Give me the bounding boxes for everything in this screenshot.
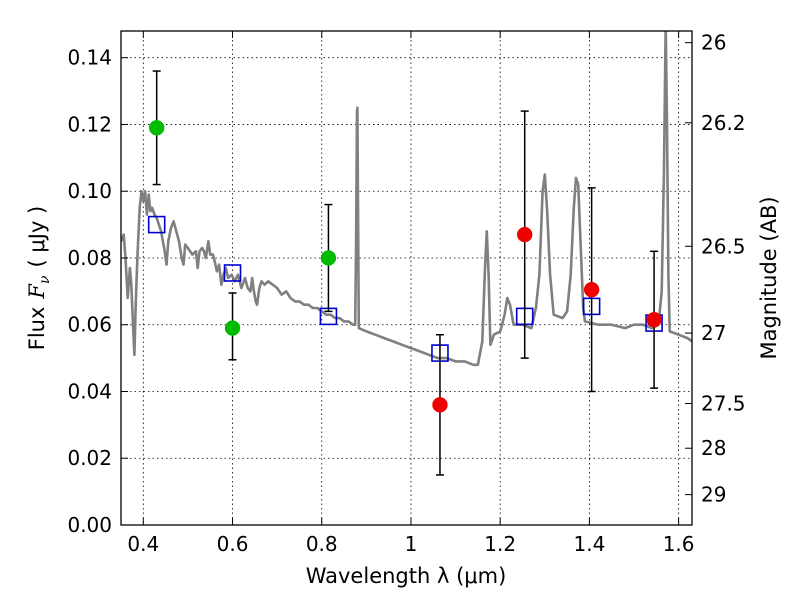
y2-tick-label-5: 28 (701, 436, 726, 460)
y-tick-label-6: 0.12 (67, 112, 112, 136)
y-tick-label-2: 0.04 (67, 379, 112, 403)
y2-tick-label-1: 26.2 (701, 111, 746, 135)
y2-axis-label: Magnitude (AB) (757, 196, 781, 359)
x-tick-label-0: 0.4 (127, 532, 159, 556)
y2-tick-label-2: 26.5 (701, 234, 746, 258)
x-tick-label-6: 1.6 (663, 532, 695, 556)
axis-ticks: 0.4 0.6 0.8 1 1.2 1.4 1.6 0.00 0.02 0.04 0.06 0.08 0… (67, 31, 745, 556)
y2-tick-label-4: 27.5 (701, 392, 746, 416)
y-axis-label-prefix: Flux (25, 307, 49, 351)
nir-detection-point-1 (516, 226, 533, 243)
nir-detection-point-3 (646, 311, 662, 328)
y2-tick-label-3: 27 (701, 321, 726, 345)
y-tick-label-5: 0.10 (67, 179, 112, 203)
y-tick-label-3: 0.06 (67, 313, 112, 337)
x-tick-label-5: 1.4 (573, 532, 605, 556)
y-tick-label-4: 0.08 (67, 246, 112, 270)
optical-detection-point-2 (320, 250, 337, 266)
plot-area (121, 31, 692, 476)
x-tick-label-2: 0.8 (306, 532, 338, 556)
model-photometry-square-1 (223, 264, 242, 282)
x-tick-label-3: 1 (405, 532, 418, 556)
y-axis-label-symbol: F (25, 283, 49, 300)
y-tick-label-7: 0.14 (67, 46, 112, 70)
y-tick-label-1: 0.02 (67, 446, 112, 470)
y-tick-label-0: 0.00 (67, 513, 112, 537)
optical-detection-point-0 (148, 120, 165, 136)
y2-tick-label-6: 29 (701, 483, 726, 507)
model-photometry-square-0 (147, 215, 166, 234)
model-spectrum-line (121, 31, 692, 367)
y-axis-label-subscript: ν (37, 275, 53, 284)
nir-detection-point-0 (432, 397, 448, 413)
x-axis-label: Wavelength λ (μm) (306, 564, 507, 588)
grid-lines (121, 31, 692, 525)
y2-tick-label-0: 26 (701, 31, 726, 55)
plot-frame (120, 30, 693, 526)
nir-detection-point-2 (583, 281, 600, 298)
y-axis-label: Flux Fν ( μJy ) (25, 206, 53, 350)
optical-detection-point-1 (224, 320, 241, 336)
y-axis-label-unit: ( μJy ) (25, 206, 49, 268)
x-tick-label-1: 0.6 (217, 532, 249, 556)
x-tick-label-4: 1.2 (484, 532, 516, 556)
